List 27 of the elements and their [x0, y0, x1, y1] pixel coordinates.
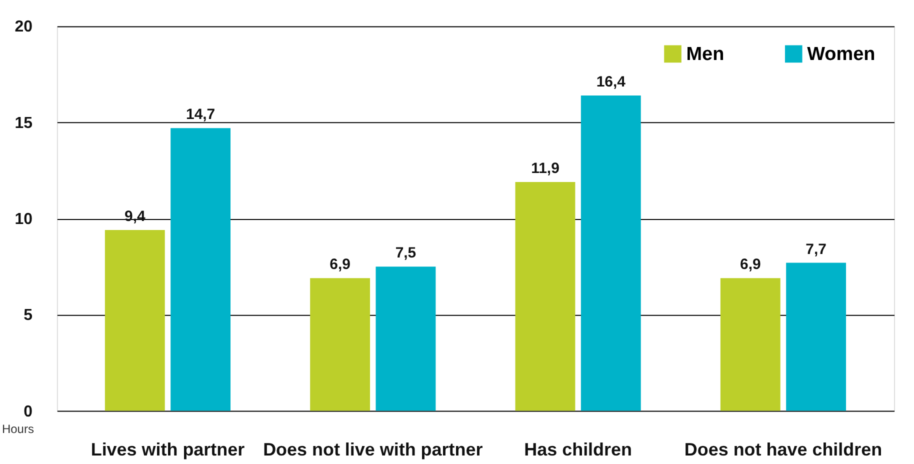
bar — [515, 182, 576, 411]
y-tick-label: 20 — [14, 18, 33, 36]
data-label: 6,9 — [740, 256, 761, 274]
y-tick-label: 5 — [24, 307, 33, 324]
y-tick-label: 15 — [14, 114, 33, 132]
x-tick-label: Does not have children — [684, 439, 882, 460]
data-label: 16,4 — [596, 73, 626, 90]
x-tick-label: Lives with partner — [90, 439, 245, 460]
legend-label: Women — [807, 44, 876, 65]
data-label: 11,9 — [531, 160, 560, 177]
bar — [170, 128, 231, 411]
data-label: 6,9 — [330, 256, 350, 274]
data-label: 14,7 — [186, 106, 216, 124]
data-label: 7,7 — [806, 240, 826, 258]
y-tick-label: 10 — [14, 211, 33, 228]
bar — [580, 95, 641, 411]
bar — [104, 230, 165, 411]
data-label: 7,5 — [395, 244, 416, 262]
bar — [720, 278, 780, 411]
y-axis-title: Hours — [2, 422, 34, 436]
x-tick-label: Has children — [524, 439, 632, 460]
y-tick-label: 0 — [24, 403, 33, 420]
bar — [310, 278, 370, 411]
bar — [786, 262, 846, 411]
legend-label: Men — [686, 44, 724, 65]
x-tick-label: Does not live with partner — [263, 439, 483, 460]
bar — [376, 266, 436, 411]
